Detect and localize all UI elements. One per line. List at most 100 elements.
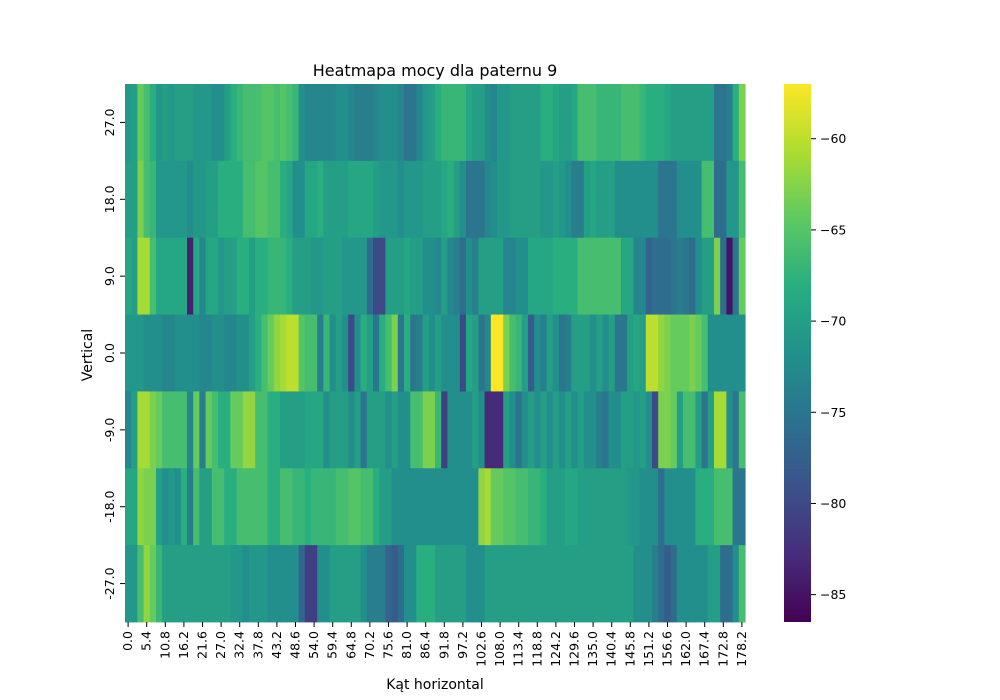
heatmap-cell <box>379 160 386 239</box>
heatmap-cell <box>422 468 430 546</box>
heatmap-cell <box>125 545 132 623</box>
heatmap-cell <box>323 391 331 469</box>
x-tick-label: 178.2 <box>734 631 749 667</box>
heatmap-cell <box>317 314 324 392</box>
x-tick-label: 151.2 <box>641 631 656 667</box>
x-tick-label: 124.2 <box>548 631 563 667</box>
heatmap-cell <box>298 314 306 392</box>
heatmap-cell <box>732 84 740 162</box>
heatmap-cell <box>670 545 678 623</box>
heatmap-cell <box>602 314 610 392</box>
heatmap-cell <box>683 314 690 392</box>
heatmap-cell <box>348 237 355 315</box>
heatmap-cell <box>472 314 479 392</box>
x-tick-label: 145.8 <box>622 631 637 667</box>
heatmap-cell <box>360 314 368 392</box>
heatmap-cell <box>230 314 238 392</box>
heatmap-cell <box>187 160 194 239</box>
heatmap-cell <box>323 160 331 239</box>
heatmap-cell <box>385 314 393 392</box>
heatmap-cell <box>317 160 324 239</box>
heatmap-cell <box>565 391 572 469</box>
heatmap-cell <box>633 237 641 315</box>
heatmap-cell <box>683 468 690 546</box>
x-tick-label: 5.4 <box>139 631 154 651</box>
heatmap-cell <box>131 84 138 162</box>
heatmap-cell <box>273 391 281 469</box>
heatmap-cell <box>633 84 641 162</box>
heatmap-cell <box>180 314 188 392</box>
heatmap-cell <box>714 545 721 623</box>
heatmap-cell <box>404 468 411 546</box>
heatmap-cell <box>416 237 424 315</box>
heatmap-cell <box>410 84 417 162</box>
heatmap-cell <box>701 314 709 392</box>
heatmap-cell <box>180 545 188 623</box>
heatmap-cell <box>676 84 684 162</box>
heatmap-cell <box>280 160 287 239</box>
heatmap-cell <box>397 160 405 239</box>
heatmap-cell <box>280 314 287 392</box>
heatmap-cell <box>354 468 362 546</box>
heatmap-cell <box>410 391 417 469</box>
heatmap-cell <box>280 391 287 469</box>
heatmap-cell <box>304 391 312 469</box>
heatmap-cell <box>683 237 690 315</box>
heatmap-cell <box>472 391 479 469</box>
heatmap-cell <box>484 545 492 623</box>
x-axis-ticks: 0.0 5.4 10.8 16.2 21.6 27.0 32.4 37.8 43.2 48.6 54… <box>120 622 749 667</box>
x-tick-label: 156.6 <box>660 631 675 667</box>
heatmap-cell <box>422 314 430 392</box>
heatmap-cell <box>720 545 727 623</box>
heatmap-cell <box>652 314 659 392</box>
heatmap-cell <box>484 160 492 239</box>
heatmap-cell <box>373 84 380 162</box>
heatmap-cell <box>602 84 610 162</box>
heatmap-cell <box>286 545 293 623</box>
heatmap-cell <box>627 391 634 469</box>
heatmap-cell <box>534 84 541 162</box>
heatmap-cell <box>521 468 529 546</box>
heatmap-cell <box>571 468 579 546</box>
heatmap-cell <box>559 84 566 162</box>
heatmap-cell <box>292 391 300 469</box>
heatmap-cell <box>484 237 492 315</box>
heatmap-cell <box>478 84 486 162</box>
heatmap-cell <box>125 84 132 162</box>
heatmap-cell <box>224 160 231 239</box>
heatmap-cell <box>397 314 405 392</box>
heatmap-cell <box>453 84 461 162</box>
y-tick-label: 27.0 <box>102 108 117 136</box>
heatmap-cell <box>428 237 436 315</box>
heatmap-cell <box>416 314 424 392</box>
heatmap-cell <box>416 468 424 546</box>
x-tick-label: 16.2 <box>176 631 191 659</box>
x-tick-label: 64.8 <box>343 631 358 659</box>
heatmap-cell <box>249 314 256 392</box>
heatmap-cell <box>528 237 535 315</box>
heatmap-cell <box>707 84 715 162</box>
x-tick-label: 0.0 <box>120 631 135 651</box>
heatmap-cell <box>205 545 213 623</box>
heatmap-cell <box>404 84 411 162</box>
heatmap-cell <box>614 314 622 392</box>
heatmap-cell <box>168 314 176 392</box>
x-tick-label: 113.4 <box>511 631 526 667</box>
heatmap-cell <box>311 160 318 239</box>
heatmap-cell <box>410 545 417 623</box>
heatmap-cell <box>515 314 523 392</box>
heatmap-cell <box>218 468 225 546</box>
heatmap-cell <box>738 160 746 239</box>
heatmap-cell <box>577 237 585 315</box>
heatmap-cell <box>286 84 293 162</box>
heatmap-cell <box>317 545 324 623</box>
heatmap-cell <box>546 391 554 469</box>
heatmap-cell <box>726 160 734 239</box>
heatmap-cell <box>670 314 678 392</box>
heatmap-cell <box>633 391 641 469</box>
heatmap-cell <box>676 545 684 623</box>
heatmap-cell <box>149 160 157 239</box>
heatmap-cell <box>348 545 355 623</box>
colorbar-tick-label: −60 <box>820 131 846 146</box>
heatmap-cell <box>162 84 169 162</box>
